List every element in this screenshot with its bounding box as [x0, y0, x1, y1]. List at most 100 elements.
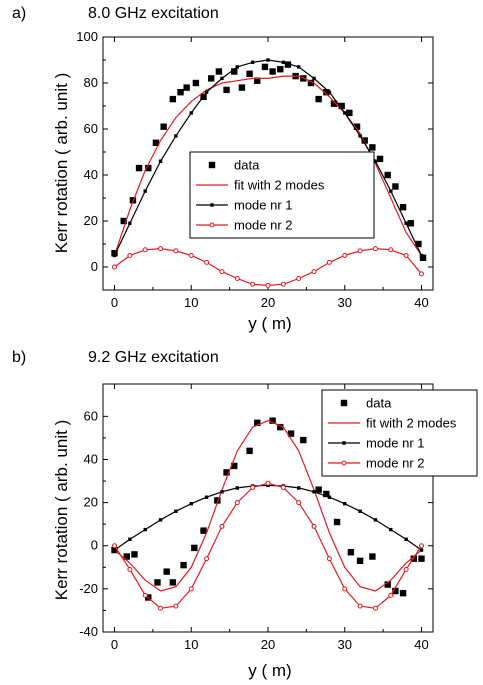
series-mode-nr-2: [112, 480, 424, 611]
data-point: [277, 423, 284, 431]
data-point: [215, 68, 223, 75]
data-point: [280, 281, 286, 287]
data-point: [399, 589, 407, 597]
y-axis-label: Kerr rotation ( arb. unit ): [52, 73, 71, 253]
data-point: [418, 555, 425, 562]
data-point: [418, 543, 424, 549]
data-point: [158, 518, 163, 522]
data-point: [338, 102, 345, 110]
data-point: [158, 246, 164, 252]
data-point: [403, 253, 409, 258]
data-point: [358, 134, 362, 138]
data-point: [330, 100, 338, 107]
x-tick-label: 10: [184, 637, 198, 652]
chart-title: 9.2 GHz excitation: [88, 349, 219, 366]
data-point: [127, 253, 133, 258]
legend: data fit with 2 modes mode nr 1 mode nr 2: [321, 389, 478, 477]
data-point: [323, 89, 330, 96]
data-point: [238, 84, 246, 91]
data-point: [173, 248, 179, 254]
data-point: [219, 269, 225, 275]
data-point: [163, 568, 170, 575]
data-point: [191, 544, 198, 552]
data-point: [254, 419, 261, 427]
data-point: [128, 537, 132, 541]
data-point: [265, 480, 271, 486]
data-point: [204, 90, 209, 94]
data-point: [234, 500, 240, 506]
legend-entry: fit with 2 modes: [328, 416, 457, 431]
y-tick-label: 20: [84, 213, 98, 228]
y-tick-label: 60: [84, 408, 98, 423]
data-point: [231, 68, 238, 75]
x-tick-label: 40: [414, 637, 428, 652]
data-point: [145, 164, 152, 172]
data-point: [333, 518, 341, 526]
data-point: [234, 276, 240, 281]
data-point: [388, 247, 394, 253]
chart-title: 8.0 GHz excitation: [88, 5, 219, 22]
data-point: [346, 109, 353, 117]
data-point: [231, 462, 238, 470]
x-axis-label: y ( m): [248, 661, 291, 680]
data-point: [120, 217, 127, 225]
legend-marker: [342, 441, 346, 445]
legend-marker: [341, 460, 347, 466]
legend-label: data: [366, 396, 392, 411]
legend-marker: [210, 203, 214, 207]
data-point: [160, 123, 167, 130]
data-point: [188, 253, 194, 258]
series-fit-with-2-modes: [114, 420, 422, 592]
x-tick-label: 30: [338, 295, 352, 310]
data-point: [128, 221, 132, 225]
data-point: [131, 551, 138, 558]
data-point: [142, 247, 148, 253]
legend-label: mode nr 1: [234, 198, 293, 213]
legend-entry: mode nr 1: [328, 436, 425, 451]
data-point: [143, 527, 147, 532]
y-tick-label: 80: [84, 75, 98, 90]
data-point: [265, 282, 271, 288]
data-point: [208, 75, 215, 82]
y-tick-label: 0: [91, 259, 98, 274]
legend-label: mode nr 2: [366, 456, 425, 471]
data-point: [154, 579, 161, 586]
data-point: [419, 548, 424, 552]
chart-panel-a: a) 8.0 GHz excitation Kerr rotation ( ar…: [12, 5, 434, 333]
y-axis-label: Kerr rotation ( arb. unit ): [52, 420, 71, 600]
data-point: [143, 189, 147, 193]
y-tick-label: 20: [84, 495, 98, 510]
data-point: [183, 84, 190, 91]
series-line: [114, 420, 422, 592]
data-point: [112, 253, 117, 258]
data-point: [269, 68, 276, 75]
data-point: [315, 486, 322, 493]
y-tick-label: 40: [84, 167, 98, 182]
data-point: [189, 111, 193, 115]
data-point: [356, 557, 364, 565]
data-point: [312, 76, 316, 81]
data-point: [357, 603, 363, 609]
series-mode-nr-1: [112, 483, 424, 552]
data-point: [169, 579, 177, 586]
data-point: [418, 271, 424, 277]
data-point: [174, 509, 178, 513]
data-point: [326, 259, 332, 265]
y-tick-label: 40: [84, 451, 98, 466]
y-tick-label: 60: [84, 121, 98, 136]
data-point: [358, 509, 362, 513]
data-point: [261, 63, 269, 71]
data-point: [384, 171, 391, 179]
data-point: [403, 566, 409, 572]
data-point: [372, 246, 378, 252]
data-point: [323, 490, 330, 498]
legend-label: fit with 2 modes: [366, 416, 457, 431]
data-point: [223, 469, 230, 476]
data-point: [311, 269, 317, 275]
data-point: [112, 543, 118, 549]
data-point: [419, 254, 427, 261]
legend-marker: [209, 222, 215, 228]
data-point: [373, 159, 378, 163]
legend-entry: fit with 2 modes: [196, 178, 325, 193]
legend-label: fit with 2 modes: [234, 178, 325, 193]
